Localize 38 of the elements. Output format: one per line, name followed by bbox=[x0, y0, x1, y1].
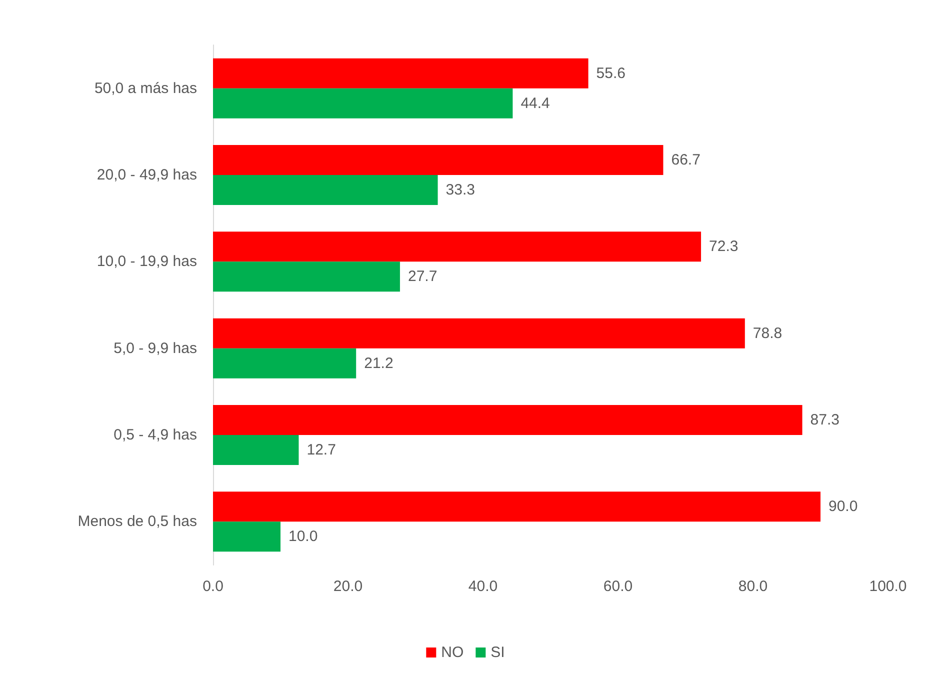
data-label: 90.0 bbox=[828, 498, 858, 516]
data-label: 72.3 bbox=[709, 238, 738, 256]
data-label: 10.0 bbox=[288, 528, 318, 546]
bar bbox=[213, 88, 513, 118]
data-label: 87.3 bbox=[810, 412, 840, 428]
bar bbox=[213, 262, 400, 292]
bar bbox=[213, 58, 588, 88]
x-tick-label: 40.0 bbox=[468, 578, 498, 595]
bar bbox=[213, 348, 356, 378]
y-tick-label: 5,0 - 9,9 has bbox=[114, 340, 197, 357]
x-tick-label: 100.0 bbox=[869, 578, 907, 595]
bar bbox=[213, 145, 664, 175]
bar bbox=[213, 435, 299, 465]
y-tick-label: 20,0 - 49,9 has bbox=[96, 166, 197, 184]
data-label: 21.2 bbox=[364, 354, 394, 372]
data-label: 12.7 bbox=[306, 442, 336, 458]
bar bbox=[213, 492, 820, 522]
y-tick-label: 50,0 a más has bbox=[94, 80, 197, 97]
data-label: 78.8 bbox=[752, 324, 782, 342]
y-tick-label: Menos de 0,5 has bbox=[78, 513, 197, 530]
bar bbox=[213, 522, 280, 552]
legend-label: NO bbox=[441, 644, 464, 661]
y-tick-label: 10,0 - 19,9 has bbox=[96, 253, 197, 270]
data-label: 27.7 bbox=[408, 268, 438, 286]
data-label: 66.7 bbox=[671, 152, 700, 168]
data-label: 33.3 bbox=[446, 182, 475, 198]
data-label: 44.4 bbox=[520, 94, 550, 112]
legend-label: SI bbox=[490, 644, 505, 661]
x-tick-label: 60.0 bbox=[603, 578, 633, 595]
x-tick-label: 20.0 bbox=[333, 578, 363, 595]
bar bbox=[213, 175, 438, 205]
x-tick-label: 0.0 bbox=[202, 578, 224, 595]
y-tick-label: 0,5 - 4,9 has bbox=[114, 426, 197, 444]
bar bbox=[213, 232, 702, 262]
bar bbox=[213, 405, 802, 435]
x-tick-label: 80.0 bbox=[738, 578, 768, 595]
data-label: 55.6 bbox=[596, 64, 626, 82]
bar bbox=[213, 318, 745, 348]
